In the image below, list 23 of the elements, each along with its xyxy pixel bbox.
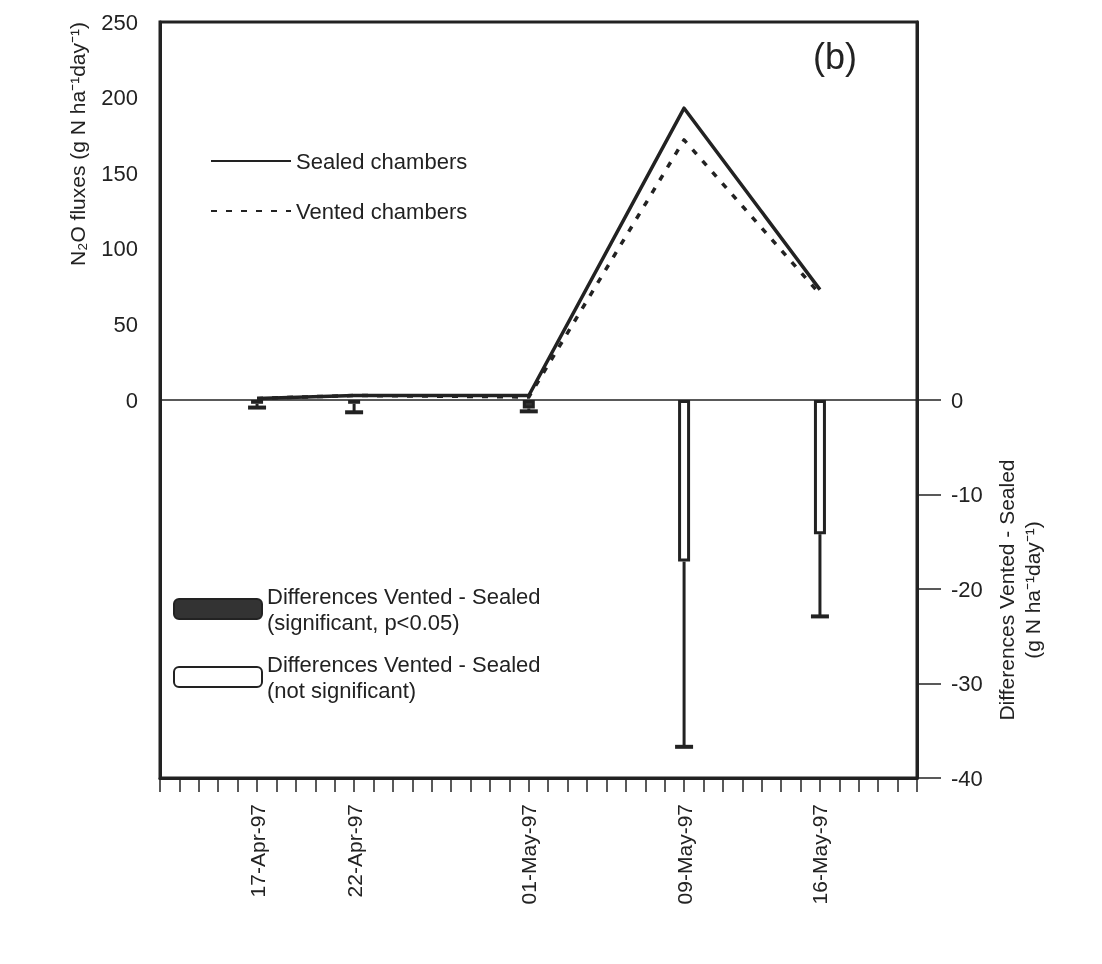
y-tick-label: 250: [101, 9, 138, 35]
x-tick-label: 09-May-97: [672, 804, 696, 905]
legend-label: Vented chambers: [296, 198, 468, 224]
legend-label: Differences Vented - Sealed (significant, p<0.05): [267, 583, 541, 635]
y-tick-label: 200: [101, 85, 138, 111]
x-tick-label: 22-Apr-97: [342, 804, 366, 898]
x-tick-label: 16-May-97: [808, 804, 832, 905]
x-tick-label: 01-May-97: [517, 804, 541, 905]
y2-axis-title: Differences Vented - Sealed (g N ha⁻¹day⁻¹): [995, 459, 1045, 721]
y-axis-title: N₂O fluxes (g N ha⁻¹day⁻¹): [66, 22, 89, 266]
legend-label: Sealed chambers: [296, 148, 468, 174]
y-tick-label: 100: [101, 236, 138, 262]
y-tick-label: 0: [125, 387, 138, 413]
y2-tick-label: -20: [951, 576, 983, 602]
y2-tick-label: 0: [951, 387, 964, 413]
y2-tick-label: -40: [951, 765, 983, 791]
y2-tick-label: -30: [951, 671, 983, 696]
y-tick-label: 50: [113, 311, 138, 337]
legend-label: Differences Vented - Sealed (not significant): [267, 651, 541, 703]
y-tick-label: 150: [101, 160, 138, 186]
y2-tick-label: -10: [951, 482, 983, 507]
x-tick-label: 17-Apr-97: [245, 804, 269, 898]
annotation: (b): [813, 35, 857, 77]
